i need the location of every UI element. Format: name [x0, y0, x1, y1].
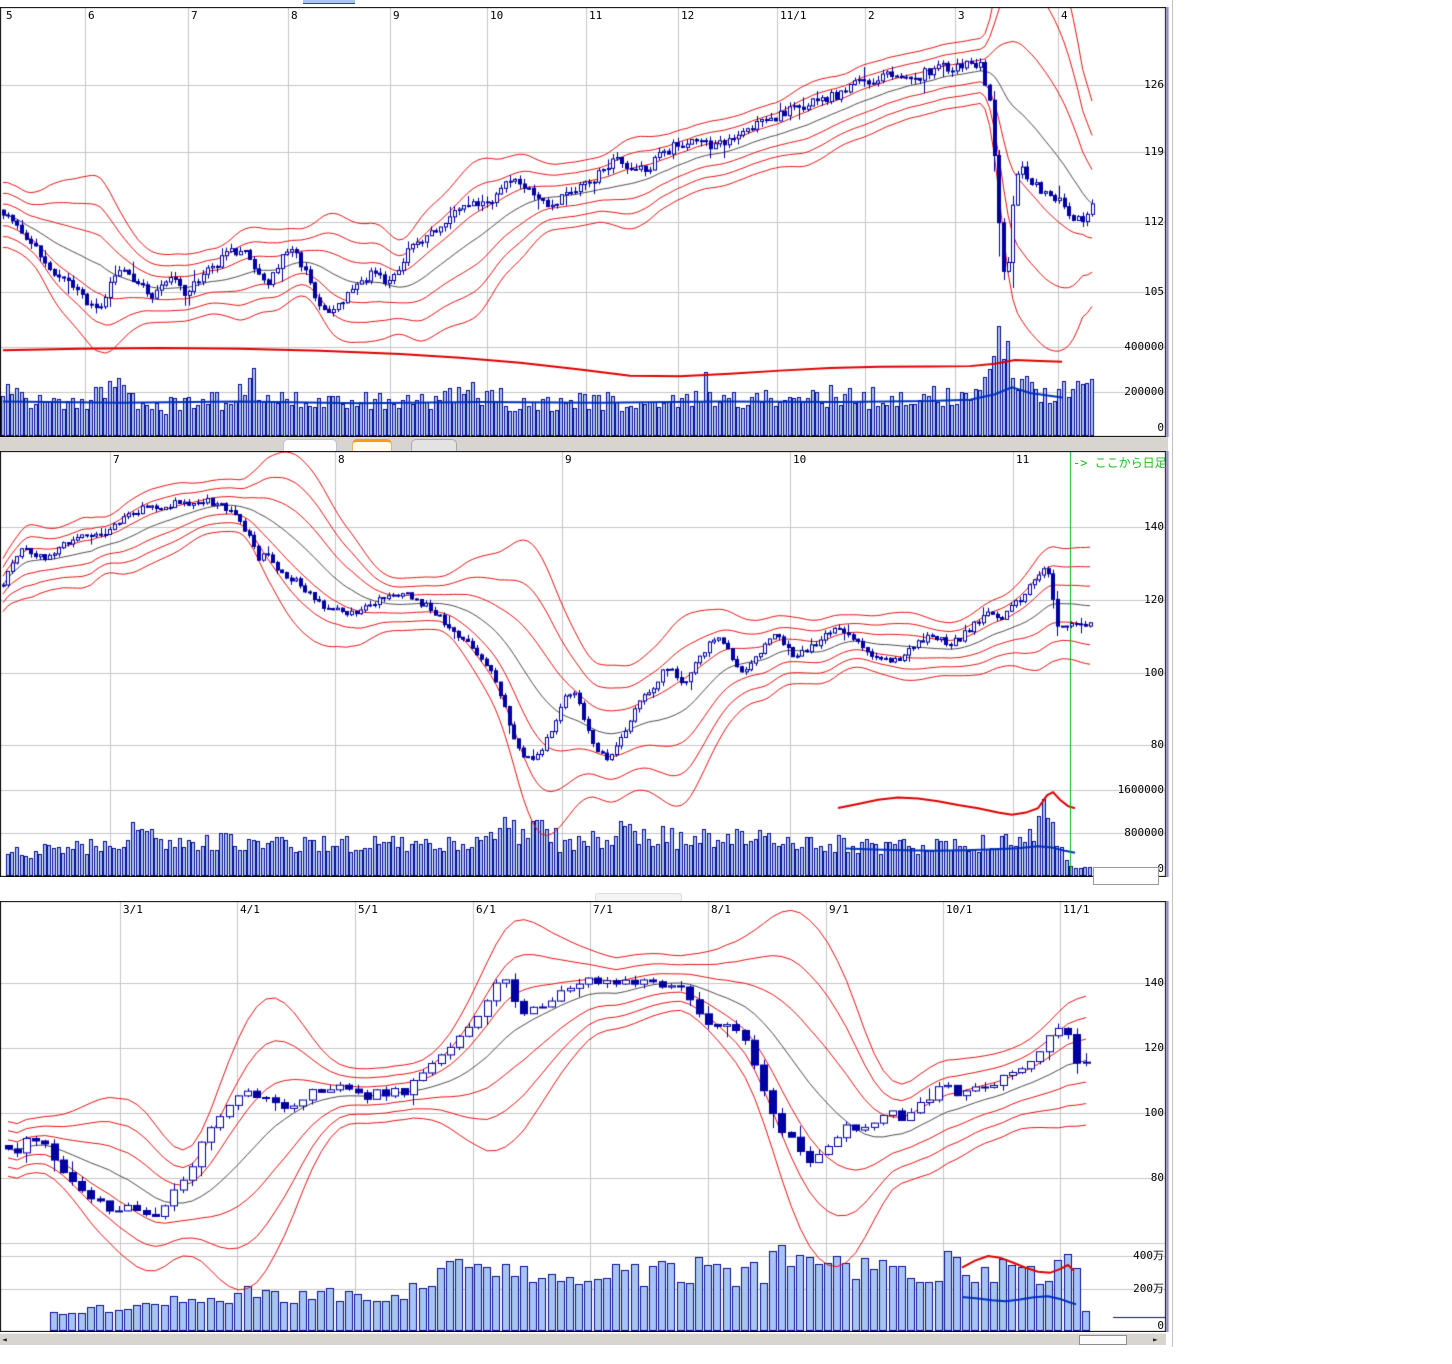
scroll-thumb[interactable] [1079, 1335, 1127, 1345]
chart-panel-middle: -> ここから日足 7 8 9 10 11 140 120 100 80 1600000 80000… [0, 451, 1174, 877]
chart-panel-lower: 3/1 4/1 5/1 6/1 7/1 8/1 9/1 10/1 11/1 140 120 100 80… [0, 901, 1174, 1332]
tab-fragment-2[interactable] [411, 439, 457, 451]
window-strip-between-charts [0, 437, 1168, 451]
scrollbar-thumb-fragment[interactable] [1093, 867, 1159, 885]
horizontal-scrollbar[interactable]: ◄ ► [0, 1333, 1166, 1345]
tab-fragment-1[interactable] [283, 439, 337, 451]
scroll-left-arrow-icon[interactable]: ◄ [2, 1335, 7, 1344]
middle-chart-canvas[interactable] [0, 451, 1174, 877]
window-fragment-top [303, 0, 355, 4]
lower-chart-canvas[interactable] [0, 901, 1174, 1332]
chart-panel-upper: 5 6 7 8 9 10 11 12 11/1 2 3 4 126 119 112 105 400000 2000… [0, 7, 1174, 437]
upper-chart-canvas[interactable] [0, 7, 1174, 437]
scroll-right-arrow-icon[interactable]: ► [1153, 1335, 1158, 1344]
daily-from-here-note: -> ここから日足 [1073, 456, 1167, 470]
tab-fragment-active[interactable] [352, 439, 392, 451]
window-strip-2 [0, 890, 1168, 902]
window-edge-line [1172, 0, 1173, 1347]
